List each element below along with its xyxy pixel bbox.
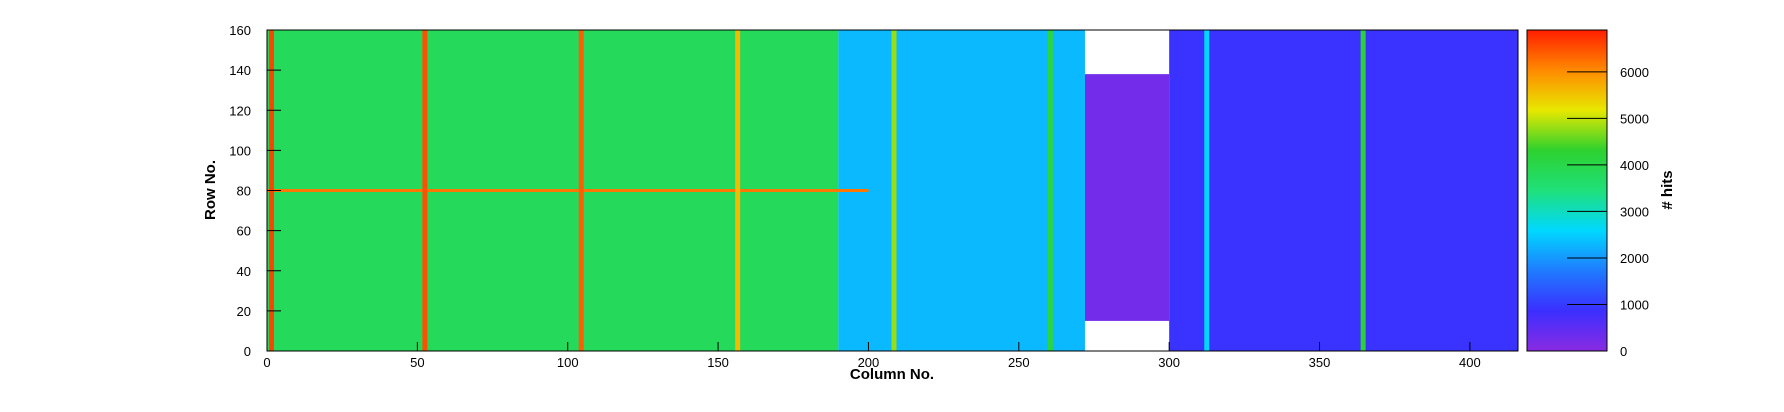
x-tick-label: 150 bbox=[707, 355, 729, 370]
y-tick-label: 20 bbox=[237, 304, 251, 319]
y-tick-label: 60 bbox=[237, 224, 251, 239]
heatmap-region bbox=[1084, 74, 1170, 321]
y-tick-label: 40 bbox=[237, 264, 251, 279]
hot-row bbox=[267, 189, 869, 192]
hot-column bbox=[422, 30, 428, 351]
x-tick-label: 300 bbox=[1158, 355, 1180, 370]
colorbar bbox=[1526, 29, 1608, 352]
colorbar-tick-label: 2000 bbox=[1620, 251, 1649, 266]
y-tick-label: 160 bbox=[229, 23, 251, 38]
x-tick-label: 400 bbox=[1459, 355, 1481, 370]
x-axis: 0 50 100 150 200 250 300 350 400 bbox=[263, 342, 1481, 370]
y-tick-label: 0 bbox=[244, 344, 251, 359]
colorbar-tick-label: 1000 bbox=[1620, 297, 1649, 312]
y-tick-label: 80 bbox=[237, 184, 251, 199]
hot-column bbox=[891, 30, 897, 351]
x-axis-title: Column No. bbox=[850, 366, 934, 383]
x-tick-label: 350 bbox=[1309, 355, 1331, 370]
heatmap-region bbox=[1169, 30, 1518, 351]
x-tick-label: 0 bbox=[263, 355, 270, 370]
hot-column bbox=[735, 30, 741, 351]
colorbar-axis: 0 1000 2000 3000 4000 5000 6000 bbox=[1567, 65, 1649, 359]
x-tick-label: 50 bbox=[410, 355, 424, 370]
colorbar-tick-label: 5000 bbox=[1620, 111, 1649, 126]
hot-column bbox=[1204, 30, 1210, 351]
hot-column bbox=[1360, 30, 1366, 351]
heatmap-region bbox=[838, 30, 1085, 351]
heatmap-cells bbox=[267, 30, 1518, 351]
colorbar-tick-label: 6000 bbox=[1620, 65, 1649, 80]
colorbar-title: # hits bbox=[1659, 170, 1676, 209]
y-tick-label: 100 bbox=[229, 143, 251, 158]
y-tick-label: 140 bbox=[229, 63, 251, 78]
x-tick-label: 250 bbox=[1008, 355, 1030, 370]
x-tick-label: 200 bbox=[858, 355, 880, 370]
x-tick-label: 100 bbox=[557, 355, 579, 370]
hot-column bbox=[578, 30, 584, 351]
colorbar-tick-label: 4000 bbox=[1620, 158, 1649, 173]
y-axis: 0 20 40 60 80 100 120 140 160 bbox=[229, 23, 281, 359]
colorbar-tick-label: 0 bbox=[1620, 344, 1627, 359]
hot-column bbox=[1047, 30, 1053, 351]
y-tick-label: 120 bbox=[229, 103, 251, 118]
colorbar-tick-label: 3000 bbox=[1620, 204, 1649, 219]
y-axis-title: Row No. bbox=[202, 160, 219, 220]
